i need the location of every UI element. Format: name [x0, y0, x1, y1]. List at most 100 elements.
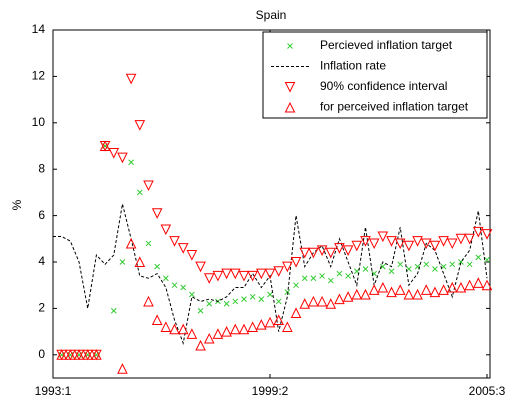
triangle-down-marker: [143, 180, 154, 192]
triangle-up-marker: [334, 293, 345, 305]
y-tick-label: 10: [32, 115, 46, 129]
x-marker: [310, 275, 317, 282]
triangle-up-marker: [212, 328, 224, 339]
x-marker: [258, 296, 265, 302]
triangle-up-marker: [247, 321, 258, 332]
x-marker: [119, 259, 126, 265]
x-marker: [327, 277, 334, 284]
triangle-up-marker: [186, 328, 198, 339]
triangle-down-marker: [195, 261, 206, 273]
triangle-up-marker: [177, 323, 189, 335]
triangle-up-marker: [394, 284, 406, 295]
triangle-up-marker: [203, 332, 215, 344]
x-marker: [287, 43, 293, 49]
x-marker: [362, 266, 369, 272]
triangle-down-marker: [334, 243, 345, 254]
x-marker: [336, 270, 343, 277]
x-marker: [449, 261, 456, 268]
triangle-up-marker: [325, 298, 337, 309]
triangle-down-marker: [325, 247, 337, 259]
x-marker: [301, 275, 308, 282]
triangle-up-marker: [455, 281, 467, 293]
triangle-up-marker: [134, 256, 146, 267]
triangle-up-marker: [256, 319, 267, 330]
triangle-down-marker: [108, 147, 120, 159]
triangle-up-marker: [229, 323, 241, 335]
y-axis-label: %: [10, 199, 24, 210]
legend-label: Inflation rate: [320, 59, 386, 73]
triangle-up-marker: [282, 321, 293, 332]
triangle-down-marker: [221, 268, 232, 280]
y-tick-label: 0: [38, 347, 45, 361]
x-marker: [110, 307, 117, 314]
triangle-down-marker: [134, 120, 146, 131]
triangle-down-marker: [455, 233, 467, 245]
triangle-up-marker: [377, 281, 389, 293]
triangle-up-marker: [368, 284, 380, 295]
x-marker: [267, 291, 273, 298]
triangle-down-marker: [169, 236, 180, 247]
triangle-up-marker: [99, 140, 111, 151]
triangle-down-marker: [316, 245, 328, 257]
triangle-down-marker: [342, 245, 354, 257]
triangle-down-marker: [351, 240, 363, 252]
triangle-down-marker: [412, 236, 423, 247]
triangle-down-marker: [284, 82, 296, 93]
triangle-up-marker: [290, 307, 302, 319]
x-tick-label: 1999:2: [252, 384, 289, 398]
y-tick-label: 6: [38, 208, 45, 222]
x-marker: [145, 240, 152, 247]
triangle-down-marker: [160, 224, 172, 236]
triangle-down-marker: [186, 250, 198, 261]
triangle-up-marker: [221, 325, 232, 337]
triangle-up-marker: [481, 279, 493, 291]
triangle-down-marker: [368, 238, 380, 250]
y-tick-label: 14: [32, 22, 46, 36]
x-tick-label: 2005:3: [469, 384, 505, 398]
triangle-up-marker: [125, 237, 137, 249]
triangle-up-marker: [264, 316, 276, 328]
triangle-down-marker: [299, 247, 311, 259]
triangle-up-marker: [438, 284, 449, 295]
triangle-down-marker: [394, 238, 406, 250]
triangle-down-marker: [247, 270, 258, 282]
triangle-down-marker: [203, 273, 215, 284]
x-marker: [397, 261, 404, 268]
triangle-up-marker: [73, 349, 85, 360]
x-marker: [223, 300, 230, 307]
x-marker: [406, 266, 412, 272]
x-marker: [232, 298, 239, 305]
x-marker: [423, 261, 430, 268]
x-marker: [189, 291, 195, 298]
triangle-down-marker: [386, 236, 397, 247]
triangle-down-marker: [125, 73, 137, 85]
triangle-down-marker: [229, 268, 241, 280]
triangle-up-marker: [169, 323, 180, 335]
triangle-down-marker: [360, 236, 371, 247]
triangle-down-marker: [438, 236, 449, 247]
triangle-up-marker: [446, 281, 458, 293]
x-marker: [249, 293, 256, 300]
triangle-up-marker: [160, 321, 172, 332]
triangle-down-marker: [464, 233, 475, 245]
x-marker: [345, 273, 351, 279]
triangle-up-marker: [316, 295, 328, 307]
triangle-down-marker: [212, 270, 224, 282]
triangle-up-marker: [273, 314, 284, 325]
x-marker: [379, 263, 386, 270]
triangle-up-marker: [360, 288, 371, 300]
triangle-down-marker: [117, 152, 128, 164]
triangle-up-marker: [151, 314, 163, 325]
x-marker: [466, 261, 473, 268]
legend-label: Percieved inflation target: [320, 38, 453, 52]
x-marker: [154, 263, 161, 270]
x-marker: [475, 254, 482, 261]
triangle-down-marker: [308, 247, 319, 259]
triangle-up-marker: [429, 286, 441, 298]
x-marker: [162, 275, 169, 282]
x-marker: [197, 307, 204, 314]
triangle-down-marker: [264, 268, 276, 280]
triangle-down-marker: [429, 240, 441, 252]
